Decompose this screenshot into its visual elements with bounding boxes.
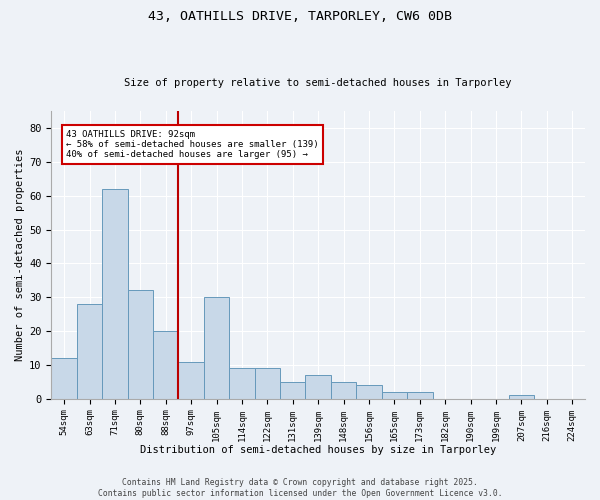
Bar — [77, 304, 102, 399]
Bar — [305, 375, 331, 399]
Bar — [356, 386, 382, 399]
Y-axis label: Number of semi-detached properties: Number of semi-detached properties — [15, 148, 25, 361]
Bar — [128, 290, 153, 399]
Bar — [204, 298, 229, 399]
Bar — [178, 362, 204, 399]
Text: Contains HM Land Registry data © Crown copyright and database right 2025.
Contai: Contains HM Land Registry data © Crown c… — [98, 478, 502, 498]
Bar — [509, 396, 534, 399]
Text: 43, OATHILLS DRIVE, TARPORLEY, CW6 0DB: 43, OATHILLS DRIVE, TARPORLEY, CW6 0DB — [148, 10, 452, 23]
Bar — [153, 331, 178, 399]
X-axis label: Distribution of semi-detached houses by size in Tarporley: Distribution of semi-detached houses by … — [140, 445, 496, 455]
Bar — [407, 392, 433, 399]
Title: Size of property relative to semi-detached houses in Tarporley: Size of property relative to semi-detach… — [124, 78, 512, 88]
Text: 43 OATHILLS DRIVE: 92sqm
← 58% of semi-detached houses are smaller (139)
40% of : 43 OATHILLS DRIVE: 92sqm ← 58% of semi-d… — [66, 130, 319, 160]
Bar — [382, 392, 407, 399]
Bar — [280, 382, 305, 399]
Bar — [331, 382, 356, 399]
Bar — [52, 358, 77, 399]
Bar — [102, 189, 128, 399]
Bar — [229, 368, 254, 399]
Bar — [254, 368, 280, 399]
